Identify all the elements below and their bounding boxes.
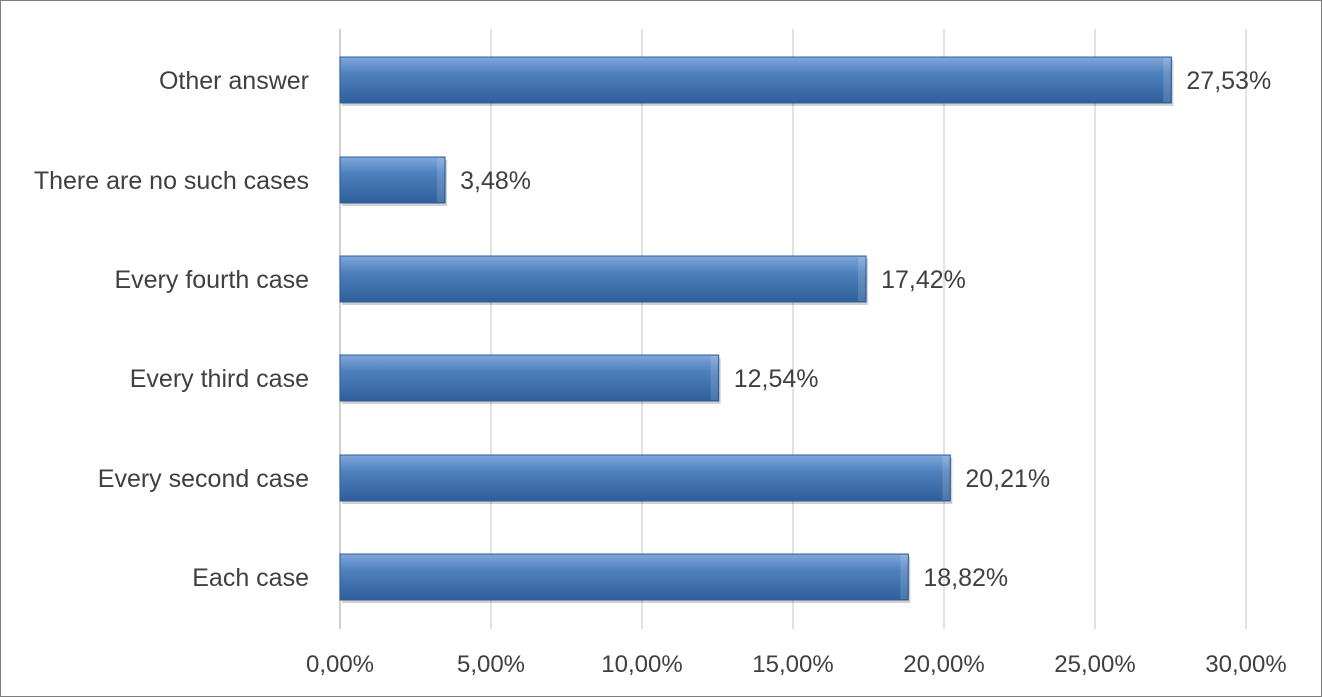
category-label: Every fourth case bbox=[114, 266, 309, 294]
bar bbox=[339, 354, 720, 402]
bar bbox=[339, 156, 446, 204]
bar-bevel bbox=[710, 356, 718, 400]
category-label: There are no such cases bbox=[34, 167, 309, 195]
category-label: Other answer bbox=[159, 67, 309, 95]
category-label: Every second case bbox=[98, 465, 309, 493]
x-tick-label: 10,00% bbox=[601, 651, 682, 678]
category-label: Each case bbox=[192, 564, 309, 592]
bar-bevel bbox=[942, 456, 950, 500]
gridlines bbox=[339, 29, 1247, 629]
value-label: 27,53% bbox=[1186, 67, 1271, 95]
bar bbox=[339, 454, 951, 502]
labels: 0,00% 5,00% 10,00% 15,00% 20,00% 25,00% 30,00%… bbox=[34, 67, 1287, 678]
x-tick-label: 25,00% bbox=[1054, 651, 1135, 678]
bar-bevel bbox=[900, 555, 908, 599]
bar bbox=[339, 255, 867, 303]
value-label: 18,82% bbox=[923, 564, 1008, 592]
bar-bevel bbox=[1163, 58, 1171, 102]
x-tick-label: 5,00% bbox=[457, 651, 525, 678]
value-label: 12,54% bbox=[734, 365, 819, 393]
value-label: 17,42% bbox=[881, 266, 966, 294]
bar-bevel bbox=[858, 257, 866, 301]
bar bbox=[339, 553, 909, 601]
bar bbox=[339, 56, 1172, 104]
x-tick-label: 30,00% bbox=[1205, 651, 1286, 678]
value-label: 20,21% bbox=[965, 465, 1050, 493]
bars bbox=[339, 56, 1174, 603]
value-label: 3,48% bbox=[460, 167, 531, 195]
x-tick-label: 15,00% bbox=[752, 651, 833, 678]
x-tick-label: 20,00% bbox=[903, 651, 984, 678]
category-label: Every third case bbox=[130, 365, 309, 393]
x-tick-label: 0,00% bbox=[306, 651, 374, 678]
bar-bevel bbox=[437, 158, 445, 202]
